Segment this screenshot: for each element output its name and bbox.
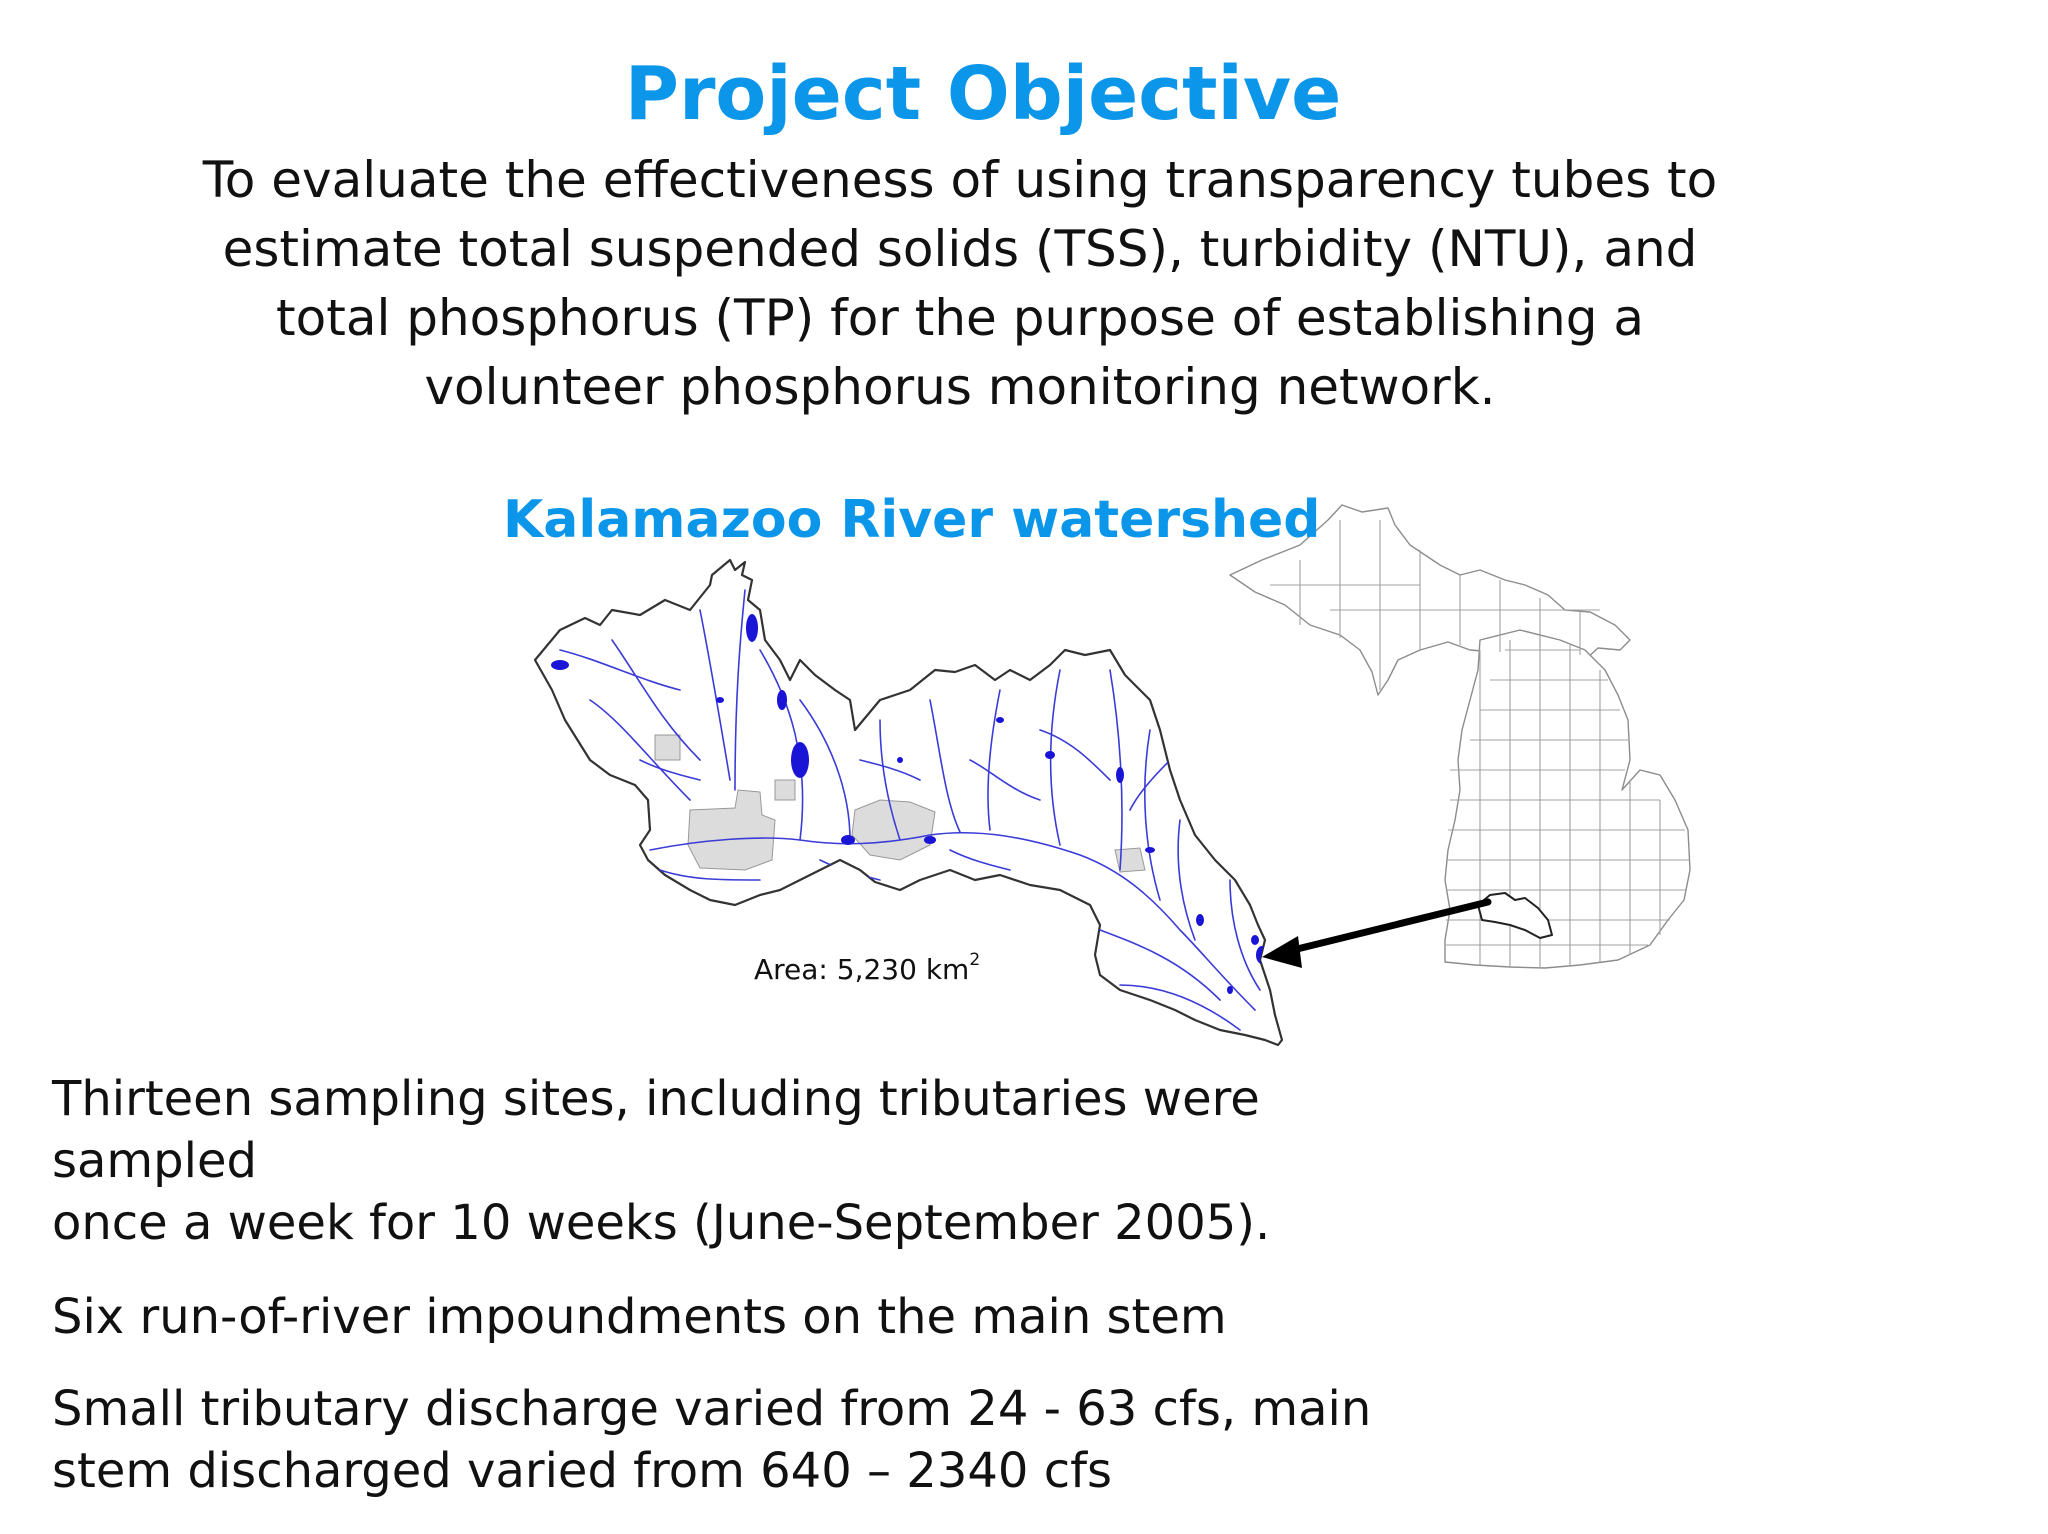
area-label: Area: 5,230 km2 [754,950,980,986]
objective-line: total phosphorus (TP) for the purpose of… [276,289,1644,347]
michigan-map [1229,504,1691,969]
location-arrow [1262,898,1492,968]
lower-peninsula [1444,629,1691,969]
slide-title: Project Objective [624,51,1342,137]
bullet-list: Thirteen sampling sites, including tribu… [52,1068,1452,1534]
objective-line: estimate total suspended solids (TSS), t… [222,220,1698,278]
bullet-line: Small tributary discharge varied from 24… [52,1381,1372,1437]
objective-line: volunteer phosphorus monitoring network. [424,358,1496,416]
bullet-line: Six run-of-river impoundments on the mai… [52,1289,1227,1345]
bullet-line: stem discharged varied from 640 – 2340 c… [52,1443,1112,1499]
bullet-line: once a week for 10 weeks (June-September… [52,1195,1271,1251]
area-value: Area: 5,230 km [754,953,970,986]
bullet-item: Thirteen sampling sites, including tribu… [52,1068,1452,1254]
lakes [551,614,1268,994]
bullet-item: Small tributary discharge varied from 24… [52,1378,1452,1502]
urban-areas [654,734,1146,873]
watershed-map [533,558,1284,1047]
map-title: Kalamazoo River watershed [503,490,1321,550]
bullet-item: Six run-of-river impoundments on the mai… [52,1286,1452,1348]
area-unit-superscript: 2 [969,950,981,970]
upper-peninsula [1229,504,1631,696]
watershed-highlight [1477,892,1553,939]
bullet-line: Thirteen sampling sites, including tribu… [52,1071,1260,1189]
objective-text: To evaluate the effectiveness of using t… [140,146,1780,422]
objective-line: To evaluate the effectiveness of using t… [202,151,1718,209]
